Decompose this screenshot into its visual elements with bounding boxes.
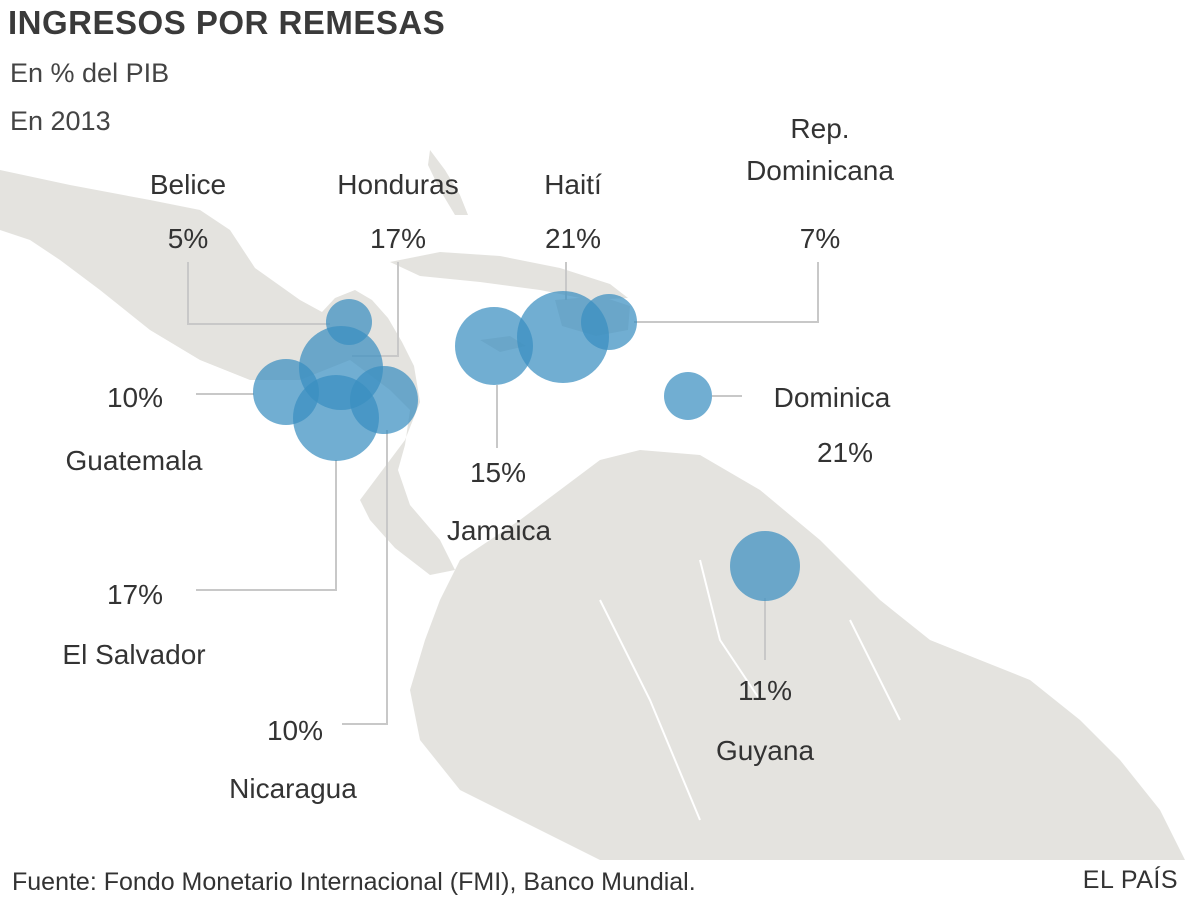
label-jamaica-value: 15% <box>470 457 526 488</box>
label-rep-dominicana-name1: Rep. <box>790 113 849 144</box>
bubble-nicaragua <box>350 366 418 434</box>
label-honduras-name: Honduras <box>337 169 458 200</box>
bubble-jamaica <box>455 307 533 385</box>
bubble-guyana <box>730 531 800 601</box>
label-guyana-value: 11% <box>738 675 792 706</box>
publisher-logo: EL PAÍS <box>1082 866 1178 894</box>
label-jamaica-name: Jamaica <box>447 515 552 546</box>
leader-rep-dominicana <box>634 262 819 323</box>
leader-belice <box>187 262 330 325</box>
land-layer <box>0 150 1185 860</box>
source-note: Fuente: Fondo Monetario Internacional (F… <box>12 868 696 896</box>
leader-el-salvador <box>196 460 337 591</box>
subtitle-year: En 2013 <box>10 106 111 136</box>
page-title: INGRESOS POR REMESAS <box>8 4 446 41</box>
label-haiti-value: 21% <box>545 223 601 254</box>
label-guyana-name: Guyana <box>716 735 814 766</box>
land-borders <box>599 559 901 821</box>
label-honduras-value: 17% <box>370 223 426 254</box>
country-labels: Belice 5% Honduras 17% Haití 21% Rep. Do… <box>62 113 894 804</box>
bubble-rep-dominicana <box>581 294 637 350</box>
bubbles <box>253 291 800 601</box>
label-guatemala-name: Guatemala <box>66 445 203 476</box>
label-nicaragua-name: Nicaragua <box>229 773 357 804</box>
label-guatemala-value: 10% <box>107 382 163 413</box>
subtitle-unit: En % del PIB <box>10 58 170 88</box>
land-florida <box>428 150 468 215</box>
label-dominica-name: Dominica <box>774 382 891 413</box>
land-central-america <box>0 170 455 575</box>
label-el-salvador-value: 17% <box>107 579 163 610</box>
land-cuba <box>390 252 628 300</box>
label-el-salvador-name: El Salvador <box>62 639 205 670</box>
leader-nicaragua <box>342 430 388 725</box>
leader-lines <box>187 262 819 725</box>
land-south-america <box>410 450 1185 860</box>
bubble-dominica <box>664 372 712 420</box>
label-dominica-value: 21% <box>817 437 873 468</box>
label-haiti-name: Haití <box>544 169 602 200</box>
label-nicaragua-value: 10% <box>267 715 323 746</box>
land-baja <box>0 178 58 246</box>
label-rep-dominicana-name2: Dominicana <box>746 155 894 186</box>
label-rep-dominicana-value: 7% <box>800 223 840 254</box>
label-belice-value: 5% <box>168 223 208 254</box>
label-belice-name: Belice <box>150 169 226 200</box>
